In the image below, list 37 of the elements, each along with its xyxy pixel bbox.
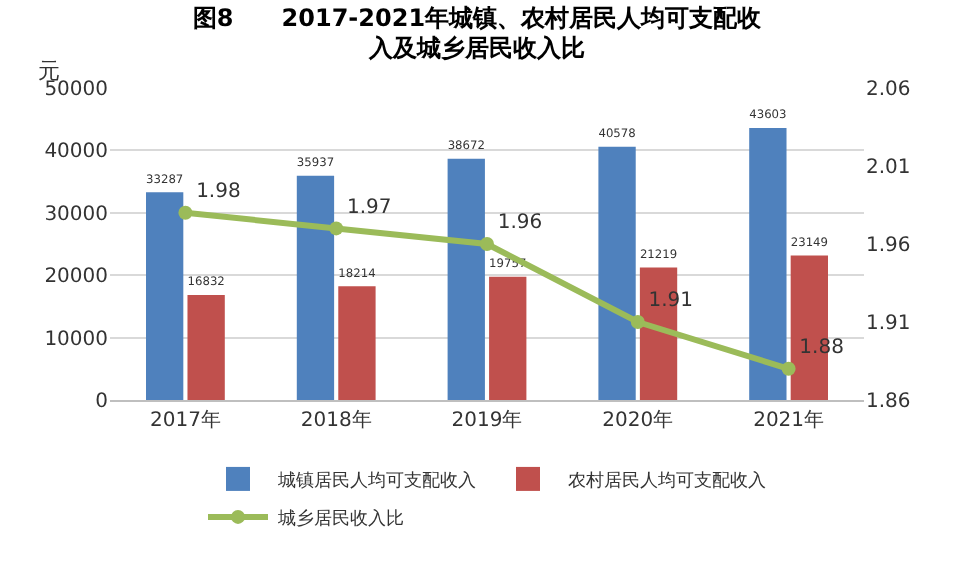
x-tick-label: 2019年 [451,408,523,432]
bar [447,158,485,400]
bar [749,127,787,400]
legend-label: 城镇居民人均可支配收入 [276,469,476,492]
x-tick-label: 2020年 [602,408,674,432]
bar [296,175,335,400]
chart-title: 图8 2017-2021年城镇、农村居民人均可支配收入及城乡居民收入比 [190,4,764,64]
x-tick-label: 2018年 [300,408,372,432]
bar [146,192,184,400]
y2-tick-label: 1.86 [866,391,911,413]
y-tick-label: 20000 [44,266,108,289]
bar [187,294,225,400]
y-tick-label: 50000 [44,79,108,101]
y-tick-label: 40000 [44,141,108,164]
y2-tick-label: 2.01 [866,157,911,179]
point [178,205,193,220]
y2-tick-label: 1.91 [866,313,911,335]
point [329,221,344,236]
y-tick-label: 0 [95,391,108,413]
bar [338,286,376,400]
data-label: 1.96 [497,212,543,235]
legend-label: 城乡居民收入比 [276,507,404,530]
bar [598,146,636,400]
y-tick-label: 10000 [44,328,108,351]
data-label: 1.98 [196,181,241,204]
y-tick-label: 30000 [44,203,108,226]
legend-label: 农村居民人均可支配收入 [568,469,766,492]
point [480,237,494,251]
x-tick-label: 2017年 [149,408,221,432]
point [781,361,796,376]
bar [489,276,527,400]
y2-tick-label: 1.96 [866,235,911,257]
data-label: 1.97 [346,196,392,219]
y-axis-title: 元 [38,58,60,84]
x-tick-label: 2021年 [753,408,825,432]
y2-tick-label: 2.06 [866,79,911,101]
point [630,315,645,329]
